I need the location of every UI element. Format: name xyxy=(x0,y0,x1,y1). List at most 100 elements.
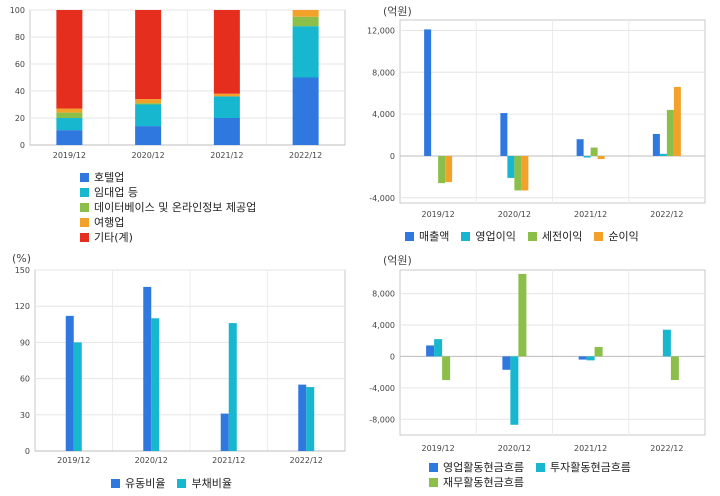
bar-1-4 xyxy=(298,384,307,451)
y-tick-label: 40 xyxy=(15,87,25,96)
bar-5-1 xyxy=(56,10,83,109)
bar-1-3 xyxy=(213,118,240,145)
legend-item: 호텔업 xyxy=(80,170,256,184)
y-tick-label: 4,000 xyxy=(372,321,395,330)
bar-5-3 xyxy=(213,10,240,94)
legend-swatch xyxy=(80,202,89,212)
legend-item: 순이익 xyxy=(594,229,639,243)
cashflow-unit-label: (억원) xyxy=(383,254,412,267)
bar-1-3 xyxy=(576,139,584,156)
y-tick-label: 12,000 xyxy=(367,26,395,35)
legend-label: 여행업 xyxy=(94,216,125,229)
legend-item: 임대업 등 xyxy=(80,185,256,199)
business-mix-chart: 0 20 40 60 80 100 2019/12 2020/12 2021/12 2022/12 xyxy=(10,6,346,160)
bar-1-3 xyxy=(220,413,229,451)
bar-2-3 xyxy=(228,323,237,451)
legend-label: 영업이익 xyxy=(475,230,516,243)
legend-item: 여행업 xyxy=(80,215,256,229)
legend-item: 투자활동현금흐름 xyxy=(535,460,631,474)
x-tick-label: 2022/12 xyxy=(650,444,683,453)
legend-label: 재무활동현금흐름 xyxy=(443,476,524,489)
bar-1-1 xyxy=(424,29,432,156)
legend-item: 기타(계) xyxy=(80,230,256,244)
x-tick-label: 2021/12 xyxy=(574,210,607,219)
legend-swatch xyxy=(80,172,89,182)
x-tick-label: 2020/12 xyxy=(135,456,168,465)
legend-label: 순이익 xyxy=(608,230,639,243)
y-tick-label: 0 xyxy=(390,352,395,361)
legend-swatch xyxy=(461,231,471,241)
bar-1-4 xyxy=(292,77,319,145)
bar-2-2 xyxy=(507,155,515,178)
bar-4-1 xyxy=(56,108,83,113)
x-tick-label: 2019/12 xyxy=(57,456,90,465)
y-tick-label: 90 xyxy=(20,338,30,347)
x-tick-label: 2022/12 xyxy=(650,210,683,219)
bar-1-4 xyxy=(652,133,660,156)
bar-4-1 xyxy=(445,155,453,183)
x-tick-label: 2020/12 xyxy=(498,444,531,453)
bar-2-1 xyxy=(434,339,443,357)
legend-item: 재무활동현금흐름 xyxy=(429,475,524,489)
bar-3-3 xyxy=(590,147,598,156)
x-tick-label: 2021/12 xyxy=(574,444,607,453)
bar-1-2 xyxy=(500,113,508,156)
y-tick-label: 8,000 xyxy=(372,68,395,77)
income-legend: 매출액 영업이익 세전이익 순이익 xyxy=(405,229,651,244)
y-tick-label: 0 xyxy=(390,152,395,161)
legend-item: 데이터베이스 및 온라인정보 제공업 xyxy=(80,200,256,214)
income-unit-label: (억원) xyxy=(383,5,412,18)
bar-4-4 xyxy=(292,10,319,17)
y-tick-label: 8,000 xyxy=(372,290,395,299)
y-tick-label: 80 xyxy=(15,33,25,42)
legend-swatch xyxy=(111,478,120,488)
legend-item: 부채비율 xyxy=(177,476,232,490)
y-tick-label: 150 xyxy=(15,266,30,275)
legend-item: 유동비율 xyxy=(111,476,165,490)
bar-3-2 xyxy=(518,273,527,357)
bar-3-3 xyxy=(594,347,603,357)
legend-swatch xyxy=(80,232,89,242)
bar-4-3 xyxy=(213,93,240,97)
bar-2-3 xyxy=(213,96,240,118)
bar-4-2 xyxy=(521,155,529,191)
bar-4-3 xyxy=(597,155,605,160)
bar-1-2 xyxy=(502,356,511,370)
bar-2-1 xyxy=(56,118,83,131)
legend-label: 매출액 xyxy=(419,230,450,243)
y-tick-label: 20 xyxy=(15,114,25,123)
legend-label: 유동비율 xyxy=(125,477,166,490)
legend-item: 세전이익 xyxy=(527,229,582,243)
legend-item: 영업활동현금흐름 xyxy=(429,460,524,474)
bar-2-2 xyxy=(510,356,519,425)
bar-1-1 xyxy=(426,345,435,357)
x-tick-label: 2022/12 xyxy=(289,151,322,160)
y-tick-label: 120 xyxy=(15,302,30,311)
legend-label: 임대업 등 xyxy=(94,186,138,199)
legend-row: 매출액 영업이익 세전이익 순이익 xyxy=(405,229,651,244)
y-tick-label: 4,000 xyxy=(372,110,395,119)
legend-item: 영업이익 xyxy=(461,229,516,243)
bar-2-3 xyxy=(586,356,595,361)
bar-1-2 xyxy=(135,126,162,145)
x-tick-label: 2019/12 xyxy=(53,151,86,160)
legend-label: 호텔업 xyxy=(94,171,125,184)
y-tick-label: -8,000 xyxy=(369,415,395,424)
bar-3-4 xyxy=(670,356,679,380)
legend-label: 영업활동현금흐름 xyxy=(443,461,524,474)
bar-3-2 xyxy=(514,155,522,191)
bar-2-2 xyxy=(151,318,160,451)
legend-swatch xyxy=(405,231,414,241)
ratio-legend: 유동비율 부채비율 xyxy=(111,476,244,491)
bar-4-2 xyxy=(135,99,162,104)
bar-3-4 xyxy=(666,109,674,156)
bar-3-1 xyxy=(438,155,446,184)
bar-2-1 xyxy=(73,342,82,451)
x-tick-label: 2019/12 xyxy=(422,444,455,453)
legend-swatch xyxy=(80,187,89,197)
bar-3-4 xyxy=(292,16,319,27)
bar-2-4 xyxy=(292,26,319,78)
bar-1-3 xyxy=(578,356,587,360)
